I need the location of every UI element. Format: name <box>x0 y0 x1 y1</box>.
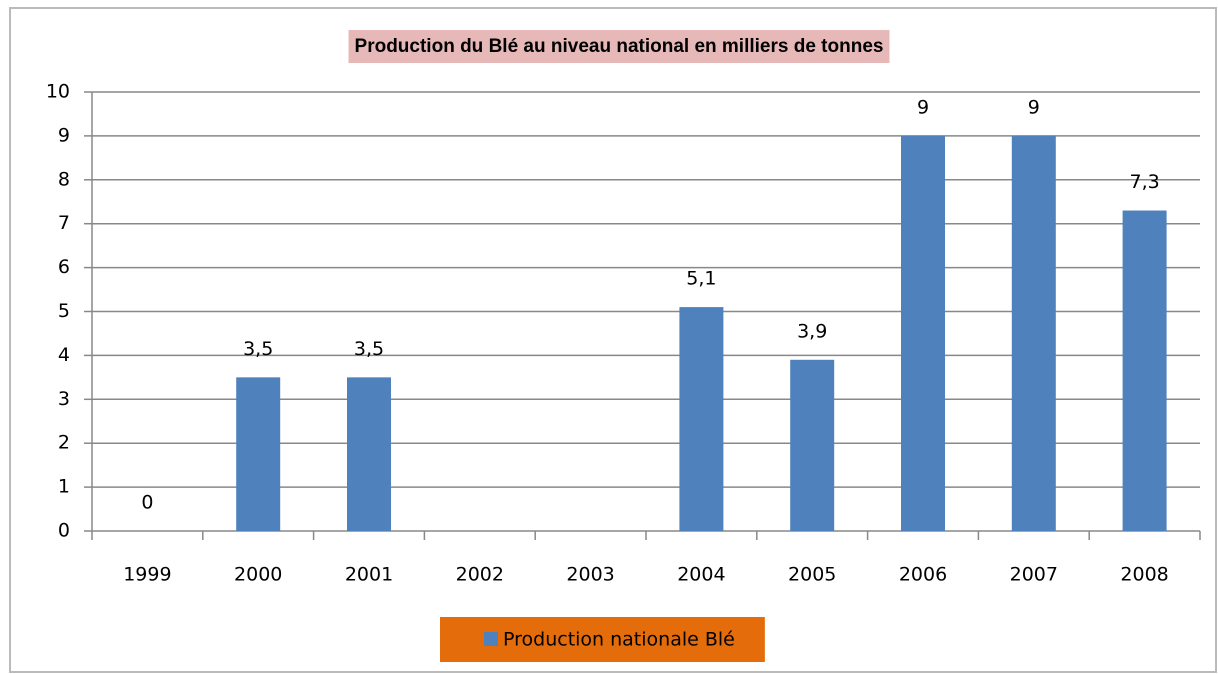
chart-title: Production du Blé au niveau national en … <box>355 36 884 57</box>
x-tick-label: 2002 <box>456 564 504 586</box>
y-tick-label: 0 <box>58 520 70 542</box>
x-tick-label: 2004 <box>677 564 725 586</box>
x-tick-label: 2008 <box>1120 564 1168 586</box>
data-label: 9 <box>917 96 929 118</box>
data-label: 3,5 <box>354 338 384 360</box>
title-background <box>348 30 890 64</box>
legend-swatch <box>484 632 498 646</box>
y-tick-label: 3 <box>58 388 70 410</box>
x-tick-label: 1999 <box>123 564 171 586</box>
x-tick-label: 2003 <box>566 564 614 586</box>
bar <box>236 377 281 531</box>
data-label: 9 <box>1028 96 1040 118</box>
y-tick-label: 2 <box>58 432 70 454</box>
y-tick-label: 6 <box>58 256 70 278</box>
x-tick-label: 2001 <box>345 564 393 586</box>
y-tick-label: 7 <box>58 212 70 234</box>
data-label: 3,5 <box>243 338 273 360</box>
bar <box>1122 210 1167 531</box>
y-tick-label: 10 <box>46 81 70 103</box>
bar <box>347 377 391 531</box>
data-label: 7,3 <box>1129 171 1159 193</box>
bar <box>901 135 945 531</box>
y-tick-label: 4 <box>58 344 70 366</box>
data-label: 5,1 <box>686 268 716 290</box>
legend-label: Production nationale Blé <box>503 629 735 651</box>
data-label: 3,9 <box>797 320 827 342</box>
bar <box>679 307 724 531</box>
chart-frame <box>9 7 1217 673</box>
y-tick-label: 5 <box>58 300 70 322</box>
y-tick-label: 1 <box>58 476 70 498</box>
x-tick-label: 2007 <box>1010 564 1058 586</box>
bar <box>1011 135 1056 531</box>
x-tick-label: 2006 <box>899 564 947 586</box>
y-tick-label: 8 <box>58 168 70 190</box>
x-tick-label: 2000 <box>234 564 282 586</box>
data-label: 0 <box>141 492 153 514</box>
bar <box>790 359 835 531</box>
x-tick-label: 2005 <box>788 564 836 586</box>
y-tick-label: 9 <box>58 124 70 146</box>
